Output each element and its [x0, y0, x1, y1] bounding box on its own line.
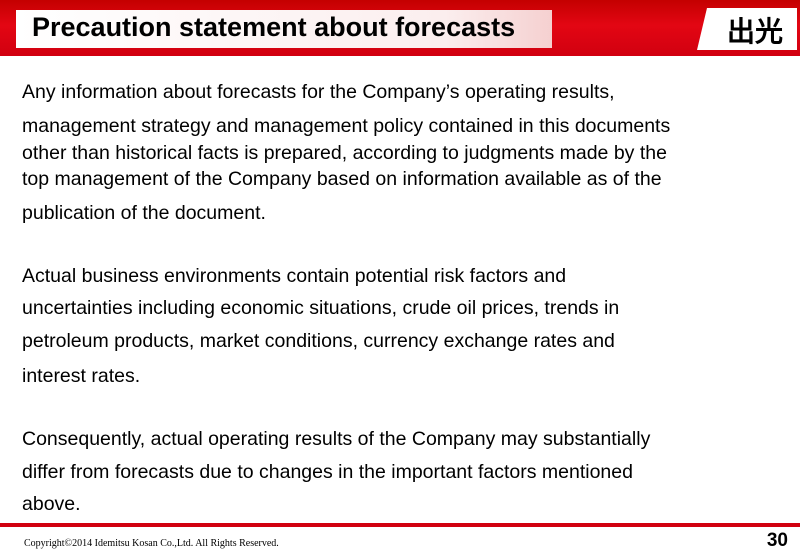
header-bar: Precaution statement about forecasts 出光 — [0, 0, 800, 56]
page-title: Precaution statement about forecasts — [32, 12, 516, 42]
body-line: differ from forecasts due to changes in … — [22, 461, 633, 483]
body-line: above. — [22, 493, 81, 515]
body-line: Consequently, actual operating results o… — [22, 428, 651, 450]
page-number: 30 — [766, 530, 788, 551]
body-line: interest rates. — [22, 365, 141, 387]
body-line: other than historical facts is prepared,… — [22, 142, 667, 164]
title-box — [16, 10, 552, 48]
body-line: uncertainties including economic situati… — [22, 297, 620, 319]
body-line: publication of the document. — [22, 202, 266, 224]
body-line: Any information about forecasts for the … — [22, 81, 615, 103]
idemitsu-logo: 出光 — [697, 8, 797, 50]
body-line: Actual business environments contain pot… — [22, 265, 567, 287]
logo-text: 出光 — [727, 15, 783, 48]
footer-rule — [0, 523, 800, 527]
body-line: petroleum products, market conditions, c… — [22, 330, 615, 352]
copyright-notice: Copyright©2014 Idemitsu Kosan Co.,Ltd. A… — [24, 538, 279, 549]
body-line: management strategy and management polic… — [22, 115, 671, 137]
body-line: top management of the Company based on i… — [22, 168, 662, 190]
